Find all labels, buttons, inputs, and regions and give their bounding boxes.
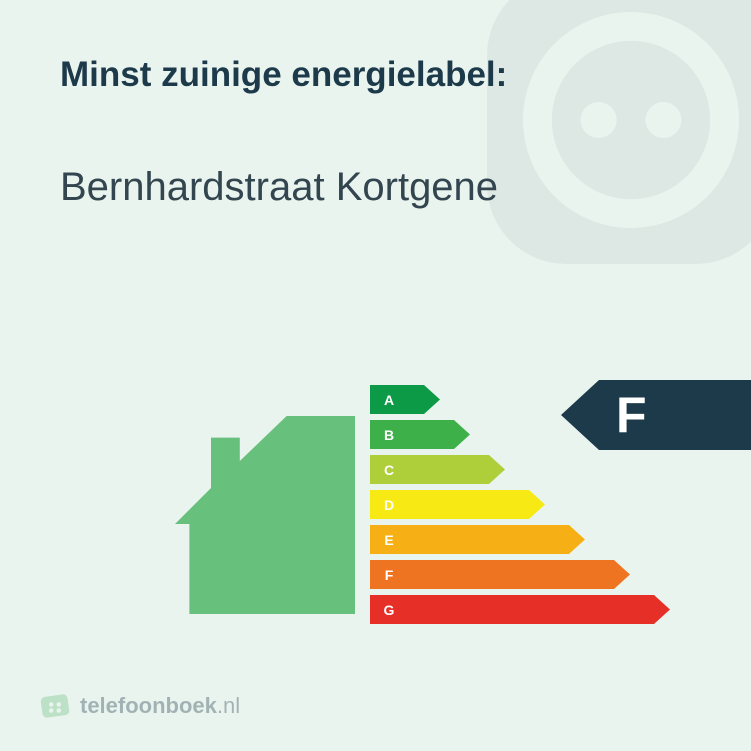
bar-label: A: [376, 392, 402, 408]
brand-logo-icon: [40, 691, 70, 721]
bar-label: F: [376, 567, 402, 583]
rating-badge: F: [561, 380, 751, 450]
bar-shape: [370, 525, 585, 554]
bar-label: B: [376, 427, 402, 443]
brand-name-tld: .nl: [217, 693, 240, 718]
plug-watermark-icon: [451, 0, 751, 300]
energy-bar-f: F: [370, 560, 700, 589]
card-title: Minst zuinige energielabel:: [60, 55, 507, 95]
address-subtitle: Bernhardstraat Kortgene: [60, 165, 498, 210]
energy-bar-c: C: [370, 455, 700, 484]
brand-text: telefoonboek.nl: [80, 693, 240, 719]
energy-bar-d: D: [370, 490, 700, 519]
bar-shape: [370, 595, 670, 624]
energy-bar-g: G: [370, 595, 700, 624]
bar-label: E: [376, 532, 402, 548]
brand-name-bold: telefoonboek: [80, 693, 217, 718]
rating-letter: F: [616, 380, 736, 450]
house-icon: [175, 415, 355, 615]
bar-shape: [370, 560, 630, 589]
bar-label: C: [376, 462, 402, 478]
bar-label: D: [376, 497, 402, 513]
footer-brand: telefoonboek.nl: [40, 691, 240, 721]
energy-bar-e: E: [370, 525, 700, 554]
bar-label: G: [376, 602, 402, 618]
